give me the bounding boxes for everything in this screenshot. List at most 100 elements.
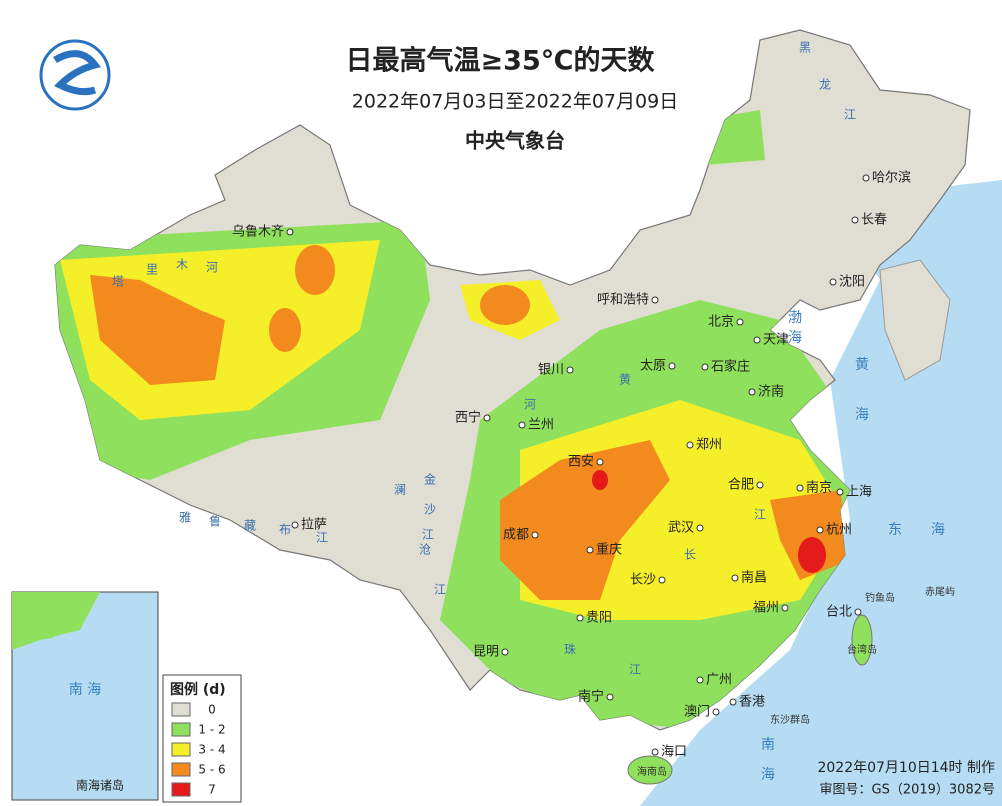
inset-label: 南海诸岛 (76, 778, 124, 793)
city-label: 长沙 (630, 573, 656, 588)
sea-label: 海 (761, 767, 775, 783)
city-label: 海口 (661, 745, 687, 760)
china-map (54, 29, 971, 731)
river-label: 澜 (394, 483, 406, 497)
city-dot (836, 488, 844, 496)
place-label: 赤尾屿 (925, 586, 955, 598)
legend-swatch (171, 742, 191, 757)
city-dot (596, 458, 604, 466)
city-dot (576, 614, 584, 622)
city-label: 南昌 (741, 570, 767, 586)
river-label: 黑 (799, 41, 811, 55)
place-label: 钓鱼岛 (865, 591, 895, 604)
legend-swatch (171, 782, 191, 797)
city-dot (736, 318, 744, 326)
city-label: 台北 (826, 605, 852, 620)
river-label: 黄 (619, 373, 631, 387)
sea-label: 海 (931, 522, 945, 538)
river-label: 江 (754, 508, 766, 522)
city-label: 武汉 (668, 521, 694, 536)
city-label: 长春 (861, 213, 887, 228)
river-label: 金 (424, 472, 436, 487)
city-label: 南宁 (578, 689, 604, 705)
place-label: 台湾岛 (847, 643, 877, 656)
city-label: 北京 (708, 315, 734, 330)
city-label: 银川 (538, 363, 564, 378)
city-dot (658, 576, 666, 584)
city-label: 上海 (846, 485, 872, 500)
city-label: 太原 (640, 359, 666, 374)
city-dot (668, 362, 676, 370)
river-label: 龙 (819, 78, 831, 92)
place-label: 海南岛 (637, 765, 667, 778)
city-dot (731, 574, 739, 582)
sea-label: 黄 (855, 356, 869, 373)
legend-label: 5 - 6 (198, 763, 225, 777)
city-dot (701, 363, 709, 371)
river-label: 江 (629, 663, 641, 677)
city-label: 成都 (503, 528, 529, 543)
city-label: 重庆 (596, 542, 622, 558)
hainan (627, 755, 673, 785)
legend-swatch (171, 702, 191, 717)
city-label: 澳门 (684, 704, 710, 720)
city-dot (566, 366, 574, 374)
taiwan (851, 614, 873, 666)
city-label: 西安 (568, 455, 594, 470)
city-label: 乌鲁木齐 (232, 224, 284, 240)
city-dot (753, 336, 761, 344)
legend-label: 1 - 2 (198, 723, 225, 737)
footer-review: 审图号：GS（2019）3082号 (820, 783, 996, 798)
river-label: 沙 (424, 503, 436, 517)
legend: 图例 (d) 0 1 - 2 3 - 4 5 - 6 7 (162, 674, 242, 803)
river-label: 藏 (244, 519, 256, 533)
river-label: 江 (844, 108, 856, 122)
city-dot (686, 441, 694, 449)
river-label: 江 (316, 531, 328, 545)
city-dot (756, 481, 764, 489)
city-dot (712, 708, 720, 716)
city-label: 贵阳 (586, 611, 612, 626)
city-dot (518, 421, 526, 429)
city-label: 拉萨 (301, 518, 327, 533)
inset-sea: 南 海 (69, 682, 101, 698)
river-label: 长 (684, 548, 696, 562)
river-label: 鲁 (209, 515, 221, 529)
river-label: 雅 (179, 510, 191, 525)
city-dot (531, 531, 539, 539)
city-label: 济南 (758, 384, 784, 400)
river-label: 塔 (112, 275, 124, 289)
city-label: 呼和浩特 (597, 293, 649, 308)
river-label: 河 (206, 261, 218, 275)
city-dot (816, 526, 824, 534)
legend-label: 3 - 4 (198, 743, 225, 757)
sea-label: 渤 (788, 310, 802, 326)
city-dot (586, 546, 594, 554)
agency: 中央气象台 (465, 129, 565, 153)
city-dot (606, 693, 614, 701)
city-dot (796, 484, 804, 492)
sea-label: 东 (888, 522, 902, 538)
city-label: 福州 (753, 601, 779, 616)
footer-made: 2022年07月10日14时 制作 (817, 760, 995, 776)
inset: 南 海 南海诸岛 (11, 591, 159, 801)
city-label: 哈尔滨 (872, 170, 911, 186)
city-dot (286, 228, 294, 236)
city-label: 香港 (739, 695, 765, 710)
legend-title: 图例 (d) (170, 681, 226, 698)
city-label: 石家庄 (711, 359, 750, 375)
city-dot (651, 748, 659, 756)
city-label: 杭州 (826, 523, 852, 538)
city-label: 兰州 (528, 418, 554, 433)
city-dot (696, 676, 704, 684)
city-dot (696, 524, 704, 532)
subtitle: 2022年07月03日至2022年07月09日 (352, 91, 678, 113)
river-label: 江 (422, 528, 434, 542)
city-dot (862, 174, 870, 182)
city-dot (851, 216, 859, 224)
river-label: 沧 (419, 542, 431, 557)
logo (39, 39, 111, 111)
legend-swatch (171, 762, 191, 777)
sea-label: 海 (788, 330, 802, 346)
river-label: 布 (279, 523, 291, 537)
